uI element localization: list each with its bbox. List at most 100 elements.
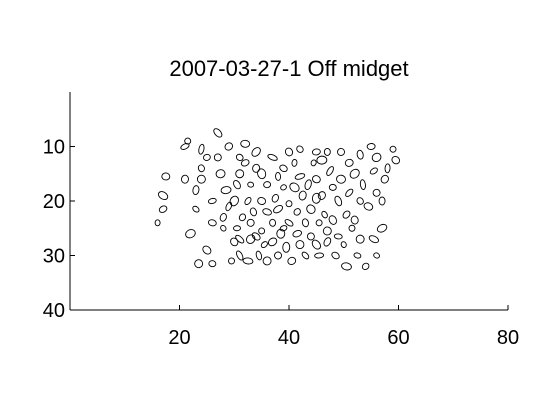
scatter-point — [228, 257, 235, 265]
scatter-point — [336, 174, 346, 184]
scatter-point — [361, 262, 370, 271]
scatter-point — [342, 210, 351, 219]
scatter-point — [202, 153, 211, 161]
scatter-point — [291, 158, 298, 167]
scatter-point — [356, 149, 364, 160]
scatter-point — [328, 183, 337, 191]
scatter-point — [235, 234, 245, 244]
scatter-point — [224, 142, 234, 151]
scatter-point — [271, 193, 279, 203]
scatter-point — [263, 181, 272, 189]
scatter-point — [196, 174, 206, 184]
scatter-point — [184, 137, 192, 145]
x-tick-label: 80 — [497, 327, 519, 349]
axes: 20 40 60 80 10 20 30 40 — [43, 92, 519, 349]
y-tick-label: 10 — [43, 137, 65, 159]
scatter-point — [220, 224, 227, 232]
scatter-point — [391, 155, 401, 165]
scatter-point — [233, 225, 241, 232]
scatter-point — [185, 229, 196, 239]
scatter-point — [301, 218, 309, 228]
scatter-point — [158, 205, 168, 213]
scatter-point — [207, 219, 217, 227]
scatter-point — [262, 256, 272, 266]
scatter-point — [215, 169, 226, 179]
scatter-point — [348, 224, 356, 232]
scatter-point — [280, 184, 287, 191]
scatter-point — [326, 166, 334, 176]
scatter-point — [285, 200, 293, 208]
scatter-point — [157, 191, 169, 200]
scatter-point — [161, 172, 171, 181]
scatter-point — [282, 241, 291, 253]
scatter-point — [301, 251, 310, 260]
scatter-point — [334, 195, 343, 207]
scatter-point — [369, 167, 378, 175]
scatter-point — [311, 192, 321, 204]
scatter-point — [247, 181, 255, 188]
scatter-point — [267, 153, 278, 161]
scatter-point — [284, 219, 294, 227]
scatter-point — [355, 234, 365, 244]
x-tick-label: 40 — [278, 327, 300, 349]
scatter-point — [257, 168, 267, 180]
scatter-point — [181, 174, 189, 184]
scatter-point — [353, 252, 362, 259]
scatter-point — [344, 158, 354, 167]
scatter-point — [213, 128, 223, 138]
scatter-point — [378, 196, 386, 206]
scatter-point — [287, 256, 297, 265]
scatter-point — [304, 179, 312, 190]
scatter-point — [295, 240, 305, 250]
scatter-point — [240, 139, 251, 148]
scatter-point — [229, 195, 239, 207]
scatter-point — [292, 230, 302, 238]
scatter-point — [197, 164, 205, 173]
scatter-point — [269, 218, 277, 227]
scatter-point — [240, 159, 250, 167]
y-tick-label: 40 — [43, 300, 65, 322]
scatter-point — [363, 202, 374, 211]
scatter-point — [373, 252, 380, 259]
scatter-point — [246, 218, 255, 227]
scatter-point — [371, 152, 382, 162]
scatter-point — [251, 147, 261, 157]
scatter-point — [293, 208, 301, 216]
scatter-point — [306, 204, 316, 214]
scatter-point — [262, 208, 272, 216]
scatter-point — [208, 260, 217, 268]
scatter-point — [258, 227, 266, 235]
scatter-point — [236, 250, 244, 261]
scatter-point — [238, 213, 247, 222]
scatter-point — [310, 159, 317, 167]
scatter-point — [322, 226, 332, 236]
scatter-point — [279, 225, 288, 232]
scatter-point — [306, 232, 315, 241]
scatter-point — [279, 164, 288, 173]
scatter-point — [180, 143, 190, 150]
scatter-point — [225, 201, 233, 212]
scatter-point — [323, 147, 331, 156]
scatter-point — [380, 174, 389, 184]
scatter-point — [345, 188, 354, 197]
scatter-point — [323, 237, 332, 247]
scatter-point — [255, 250, 263, 261]
scatter-point — [333, 233, 343, 240]
scatter-point — [349, 168, 360, 179]
scatter-point — [359, 179, 366, 191]
scatter-point — [235, 153, 244, 161]
scatter-point — [275, 172, 282, 181]
scatter-point — [368, 235, 379, 244]
scatter-point — [242, 257, 254, 265]
scatter-point — [192, 185, 200, 196]
y-tick-label: 20 — [43, 191, 65, 213]
scatter-point — [311, 175, 321, 184]
scatter-point — [366, 143, 376, 150]
scatter-point — [244, 196, 252, 206]
scatter-point — [294, 173, 306, 180]
scatter-point — [213, 153, 222, 162]
scatter-point — [289, 182, 300, 193]
scatter-point — [384, 163, 391, 174]
y-tick-label: 30 — [43, 246, 65, 268]
